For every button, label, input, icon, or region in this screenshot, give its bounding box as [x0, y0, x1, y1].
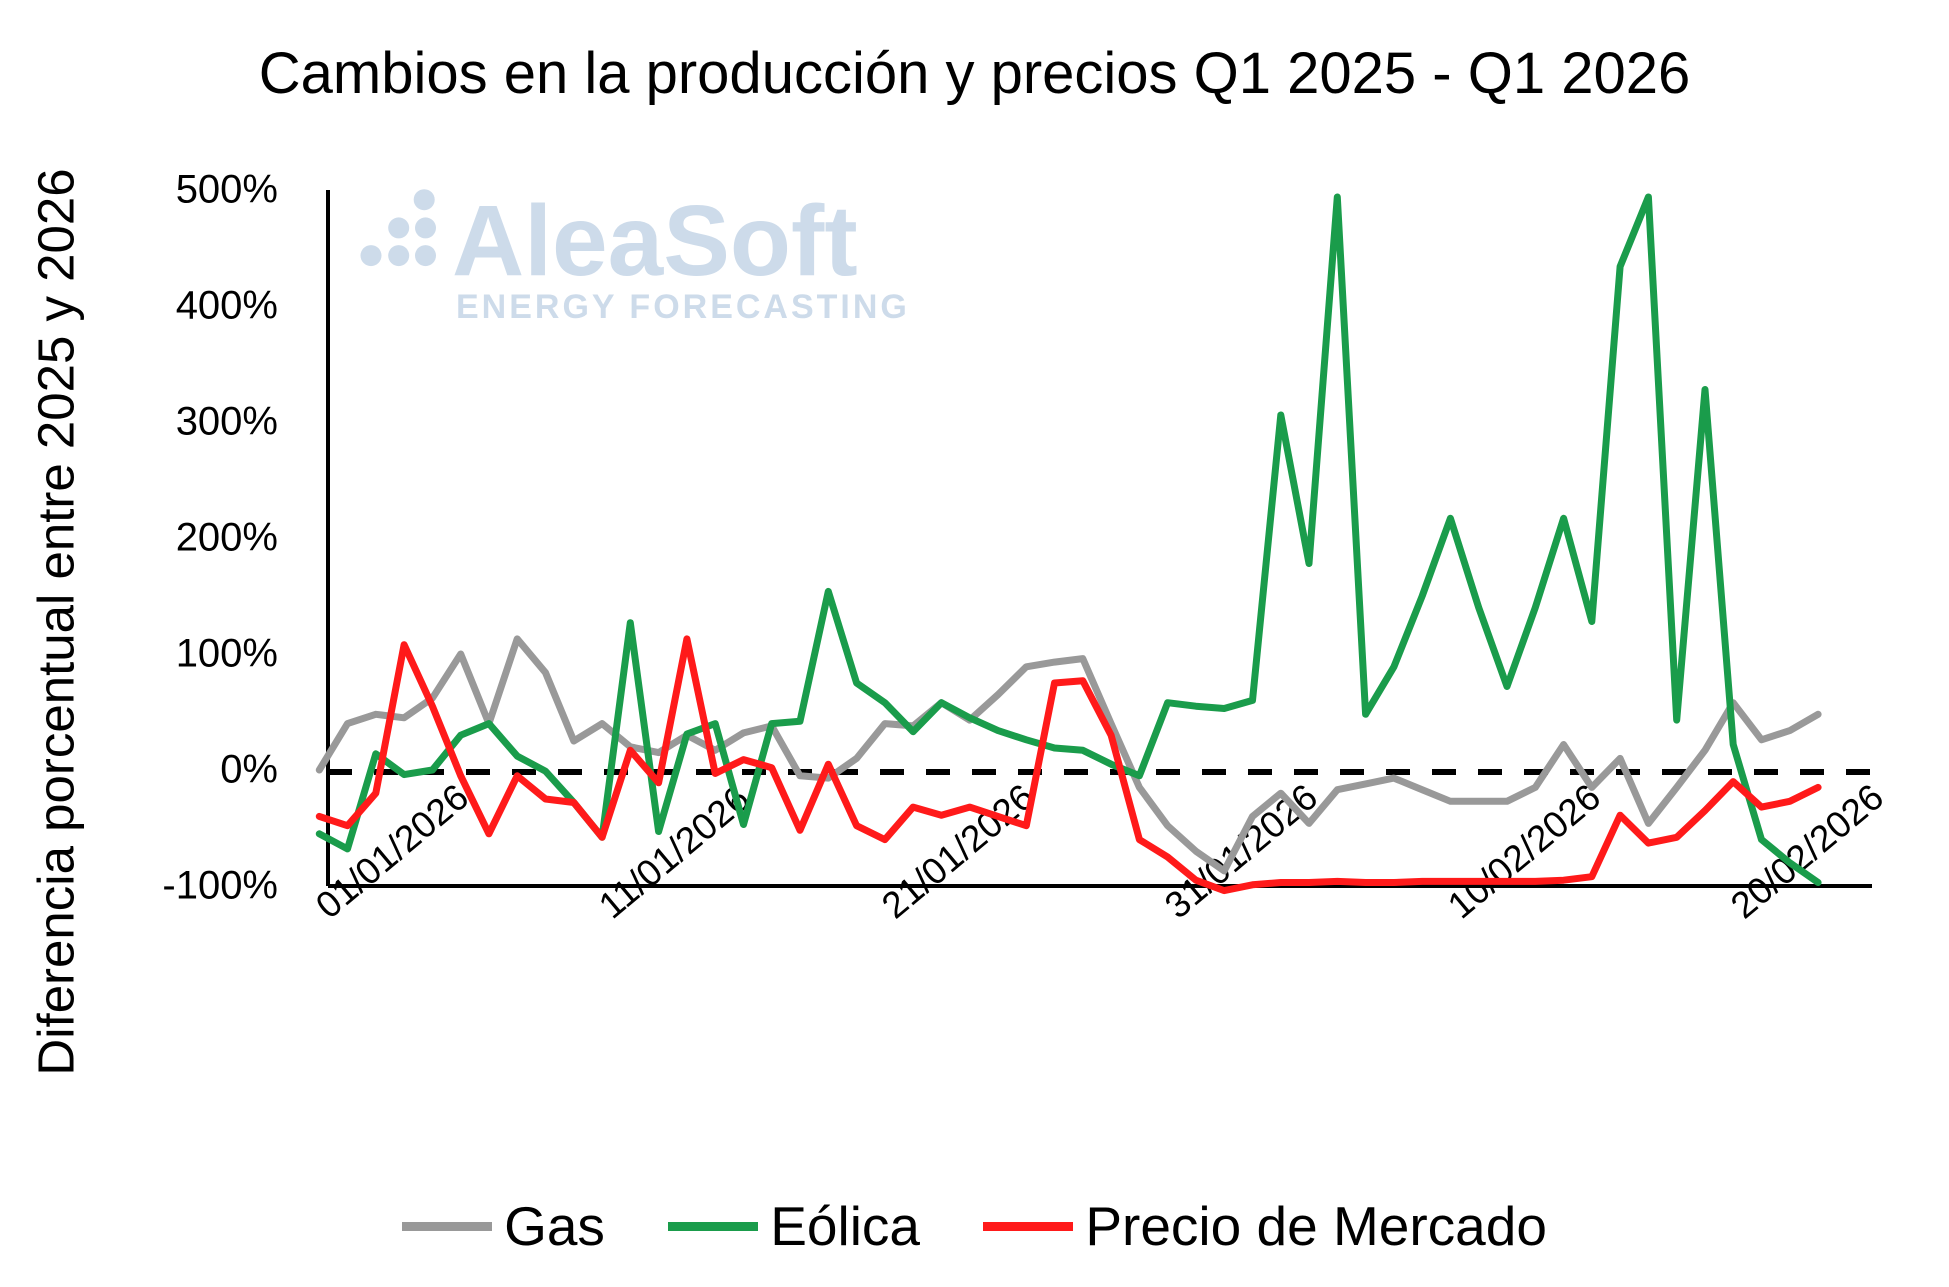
svg-text:ENERGY FORECASTING: ENERGY FORECASTING — [456, 288, 910, 326]
svg-text:AleaSoft: AleaSoft — [452, 185, 858, 297]
